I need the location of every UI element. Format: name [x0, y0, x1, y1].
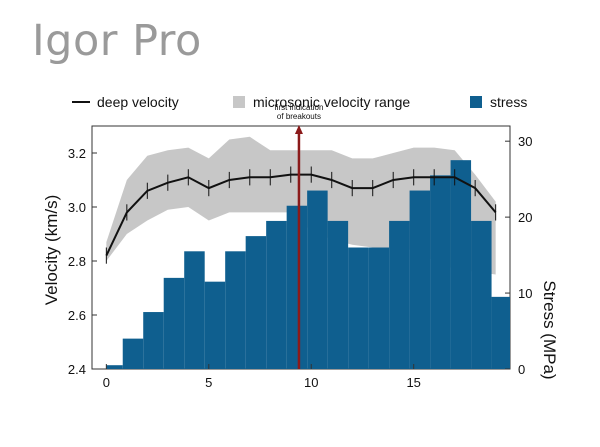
stress-bar	[450, 160, 472, 369]
y-tick-label: 2.4	[68, 362, 86, 377]
deep-velocity-line	[105, 173, 497, 257]
annotation-line-1: first indication	[274, 103, 323, 112]
stress-bar	[409, 190, 431, 369]
axes: 0 5 10 15 2.4 2.6 2.8 3.0 3.2 0 10 20 30	[68, 134, 533, 390]
stress-bar	[143, 312, 164, 369]
stress-bar	[204, 281, 226, 369]
legend-deep-velocity: deep velocity	[97, 94, 179, 110]
stress-bar	[286, 205, 308, 369]
legend-stress-swatch	[470, 96, 482, 108]
stress-bar	[106, 365, 123, 369]
y-axis-title: Velocity (km/s)	[42, 195, 61, 306]
y2-tick-label: 10	[518, 286, 532, 301]
y2-tick-label: 0	[518, 362, 525, 377]
y-tick-label: 3.0	[68, 200, 86, 215]
stress-bar	[163, 277, 185, 369]
stress-bar	[430, 175, 451, 369]
app-title: Igor Pro	[32, 16, 202, 66]
annotation-line-2: of breakouts	[277, 112, 321, 121]
x-tick-label: 15	[406, 375, 420, 390]
legend-velocity-range: microsonic velocity range	[253, 94, 410, 110]
stress-bar	[491, 296, 510, 369]
stress-bar	[389, 220, 410, 369]
y-tick-label: 2.8	[68, 254, 86, 269]
stress-bar	[307, 190, 328, 369]
deep-velocity-series	[105, 166, 497, 264]
stress-bar	[368, 247, 390, 369]
stress-bar	[245, 236, 267, 369]
stress-bar	[225, 251, 246, 369]
legend-stress: stress	[490, 94, 527, 110]
stress-bar	[327, 220, 349, 369]
breakout-annotation: first indication of breakouts	[274, 103, 323, 369]
y2-axis-title: Stress (MPa)	[540, 280, 559, 379]
stress-bar	[122, 338, 144, 369]
stress-bar	[184, 251, 205, 369]
stress-bar	[266, 220, 287, 369]
stress-bars	[106, 160, 510, 369]
y2-tick-label: 20	[518, 210, 532, 225]
y-tick-label: 3.2	[68, 146, 86, 161]
x-tick-label: 0	[103, 375, 110, 390]
legend: deep velocity microsonic velocity range …	[72, 94, 527, 110]
x-tick-label: 5	[205, 375, 212, 390]
y2-tick-label: 30	[518, 134, 532, 149]
legend-range-swatch	[233, 96, 245, 108]
y-tick-label: 2.6	[68, 308, 86, 323]
stress-bar	[471, 220, 492, 369]
annotation-arrow-head	[294, 125, 303, 134]
stress-bar	[348, 247, 369, 369]
x-tick-label: 10	[304, 375, 318, 390]
